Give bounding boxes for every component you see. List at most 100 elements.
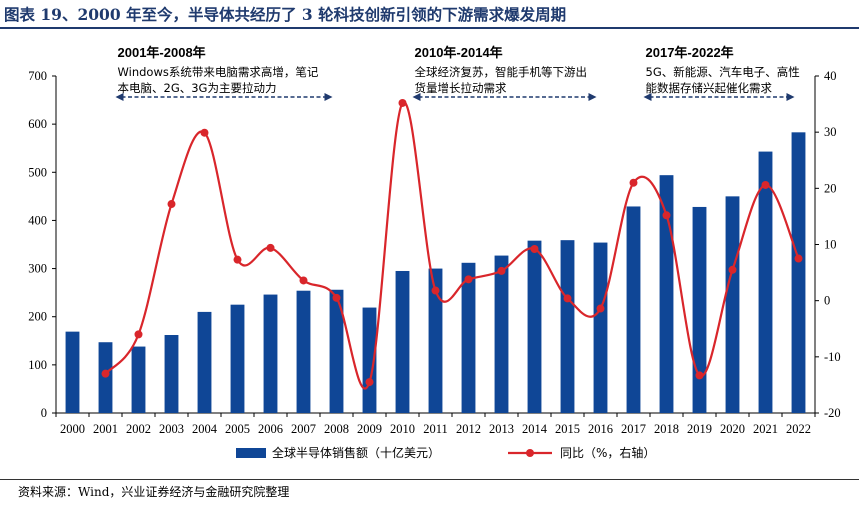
point-yoy — [233, 255, 242, 264]
point-yoy — [464, 275, 473, 284]
bar-sales — [65, 331, 80, 413]
bar-sales — [659, 175, 674, 413]
x-tick-label: 2007 — [291, 422, 316, 436]
y-tick-label-right: 40 — [824, 69, 837, 83]
bar-sales — [395, 270, 410, 413]
annotation-text: 全球经济复苏，智能手机等下游出 — [415, 65, 588, 79]
x-tick-label: 2008 — [324, 422, 349, 436]
figure-title: 图表 19、2000 年至今，半导体共经历了 3 轮科技创新引领的下游需求爆发周… — [4, 5, 567, 24]
bar-sales — [428, 268, 443, 413]
point-yoy — [134, 330, 143, 339]
annotation-arrow-head-right — [588, 93, 597, 101]
x-tick-label: 2006 — [258, 422, 283, 436]
title-rule — [0, 27, 859, 29]
y-tick-label-left: 200 — [28, 310, 47, 324]
point-yoy — [596, 304, 605, 313]
point-yoy — [332, 293, 341, 302]
bar-sales — [329, 289, 344, 413]
y-tick-label-left: 500 — [28, 165, 47, 179]
x-tick-label: 2005 — [225, 422, 250, 436]
source-note: 资料来源：Wind，兴业证券经济与金融研究院整理 — [18, 485, 290, 499]
x-tick-label: 2012 — [456, 422, 481, 436]
point-yoy — [662, 211, 671, 220]
x-tick-label: 2004 — [192, 422, 218, 436]
y-tick-label-left: 700 — [28, 69, 47, 83]
legend-swatch-bar — [236, 448, 266, 458]
x-tick-label: 2015 — [555, 422, 580, 436]
x-tick-label: 2022 — [786, 422, 811, 436]
y-tick-label-right: 0 — [824, 294, 830, 308]
bar-sales — [461, 262, 476, 413]
point-yoy — [761, 180, 770, 189]
y-tick-label-right: -20 — [824, 406, 841, 420]
bar-sales — [560, 240, 575, 413]
bar-sales — [362, 307, 377, 413]
bar-sales — [263, 294, 278, 413]
point-yoy — [497, 266, 506, 275]
point-yoy — [728, 265, 737, 274]
annotation-arrow-head-left — [412, 93, 421, 101]
x-tick-label: 2009 — [357, 422, 382, 436]
annotation-text: 本电脑、2G、3G为主要拉动力 — [118, 81, 277, 95]
y-tick-label-right: 20 — [824, 181, 837, 195]
point-yoy — [398, 98, 407, 107]
bar-sales — [593, 242, 608, 413]
x-tick-label: 2002 — [126, 422, 151, 436]
legend-label-bar: 全球半导体销售额（十亿美元） — [272, 445, 440, 460]
y-tick-label-left: 0 — [41, 406, 47, 420]
x-tick-label: 2017 — [621, 422, 646, 436]
annotation-heading: 2010年-2014年 — [415, 45, 503, 60]
bar-sales — [131, 346, 146, 413]
bar-sales — [296, 290, 311, 413]
annotation-arrow-head-right — [786, 93, 795, 101]
bar-sales — [626, 206, 641, 413]
point-yoy — [431, 286, 440, 295]
point-yoy — [266, 243, 275, 252]
x-tick-label: 2020 — [720, 422, 745, 436]
annotation-text: Windows系统带来电脑需求高增，笔记 — [118, 65, 319, 79]
x-tick-label: 2014 — [522, 422, 548, 436]
y-tick-label-right: 30 — [824, 125, 837, 139]
point-yoy — [167, 200, 176, 209]
y-tick-label-left: 300 — [28, 262, 47, 276]
x-tick-label: 2003 — [159, 422, 184, 436]
bar-sales — [527, 240, 542, 413]
legend-swatch-marker — [526, 449, 534, 457]
annotation-text: 货量增长拉动需求 — [415, 81, 507, 95]
point-yoy — [794, 254, 803, 263]
point-yoy — [200, 128, 209, 137]
annotation-arrow-head-left — [115, 93, 124, 101]
annotation-arrow-head-left — [643, 93, 652, 101]
legend-label-line: 同比（%，右轴） — [560, 445, 655, 460]
x-tick-label: 2000 — [60, 422, 85, 436]
x-tick-label: 2010 — [390, 422, 415, 436]
bar-sales — [230, 304, 245, 413]
annotation-arrow-head-right — [324, 93, 333, 101]
x-tick-label: 2013 — [489, 422, 514, 436]
y-tick-label-left: 400 — [28, 213, 47, 227]
source-rule — [0, 479, 859, 480]
bar-sales — [692, 206, 707, 413]
point-yoy — [101, 369, 110, 378]
point-yoy — [299, 276, 308, 285]
chart: 0 100 200 300 400 500 600 700 -20 -10 0 10 20 30 40 200… — [28, 45, 841, 460]
x-tick-label: 2016 — [588, 422, 613, 436]
y-tick-label-left: 600 — [28, 117, 47, 131]
point-yoy — [629, 178, 638, 187]
y-tick-label-right: -10 — [824, 350, 841, 364]
x-tick-label: 2019 — [687, 422, 712, 436]
bar-sales — [494, 255, 509, 413]
y-tick-label-left: 100 — [28, 358, 47, 372]
bar-sales — [758, 151, 773, 413]
y-tick-label-right: 10 — [824, 238, 837, 252]
x-tick-label: 2021 — [753, 422, 778, 436]
x-tick-label: 2011 — [423, 422, 448, 436]
annotation-heading: 2001年-2008年 — [118, 45, 206, 60]
bar-sales — [164, 335, 179, 413]
bar-sales — [197, 311, 212, 413]
bar-sales — [791, 132, 806, 413]
x-tick-label: 2001 — [93, 422, 118, 436]
bar-sales — [725, 196, 740, 413]
point-yoy — [530, 244, 539, 253]
x-tick-label: 2018 — [654, 422, 679, 436]
